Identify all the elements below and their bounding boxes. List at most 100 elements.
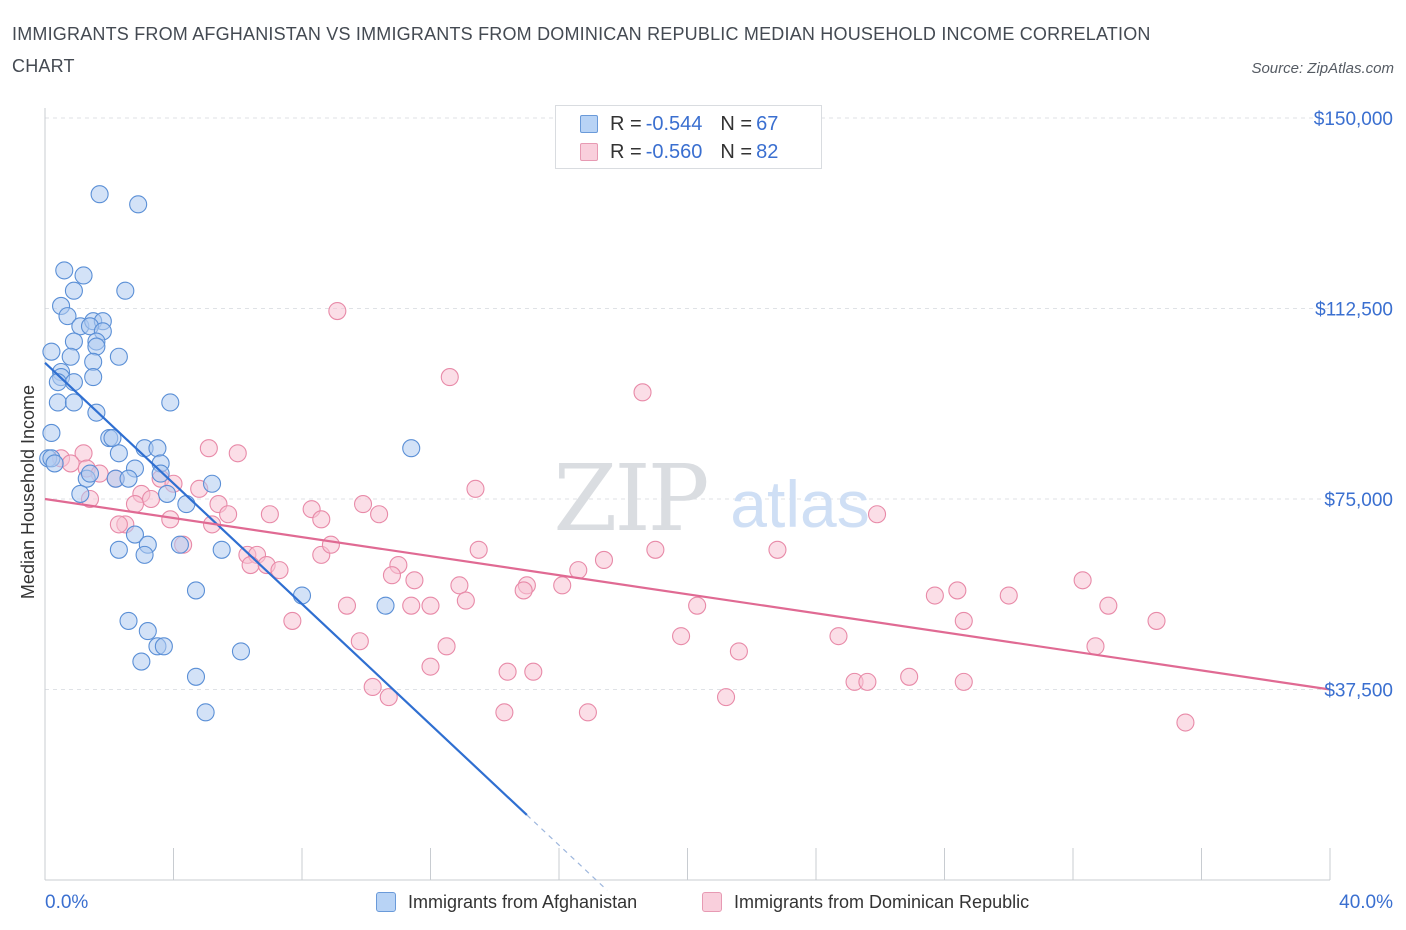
afghanistan-point [177,495,196,514]
dominican-point [241,555,260,575]
watermark-atlas: atlas [730,467,869,541]
afghanistan-point [58,307,77,326]
dominican-point [328,301,347,321]
dominican-point [437,637,456,656]
axes [44,108,1331,881]
dominican-point [312,510,331,529]
dominican-legend-swatch [702,892,722,912]
dominican-point [578,703,597,722]
watermark: ZIP atlas [553,445,869,552]
dominican-point [469,540,488,559]
dominican-point [350,632,369,651]
afghanistan-point [119,469,138,488]
y-tick-label: $37,500 [1324,681,1393,702]
dominican-point [688,596,707,615]
r-value: -0.560 [645,140,703,163]
data-points [39,185,1195,732]
dominican-trend-line [44,497,1331,691]
dominican-point [405,571,424,590]
afghanistan-legend-label: Immigrants from Afghanistan [408,891,638,912]
afghanistan-point [196,703,215,722]
x-tick-label-max: 40.0% [1339,892,1393,913]
afghanistan-point [203,474,222,493]
tick-labels: $37,500 $75,000 $112,500 $150,000 0.0% 40.0% [45,109,1393,913]
dominican-point [524,662,543,681]
afghanistan-point [64,281,83,300]
dominican-point [456,591,475,610]
afghanistan-trend-line [44,362,528,816]
afghanistan-point [84,368,103,387]
afghanistan-point [42,342,61,361]
afghanistan-point [231,642,251,661]
dominican-point [1073,571,1092,590]
dominican-point [829,627,848,646]
dominican-point [370,505,389,524]
afghanistan-point [119,611,138,630]
legend-item-dominican[interactable]: Immigrants from Dominican Republic [702,889,1029,915]
dominican-point [61,454,80,473]
r-label: R = [610,112,642,135]
dominican-point [421,657,440,676]
n-label: N = [720,112,753,135]
dominican-point [553,576,572,595]
dominican-point [646,540,665,559]
dominican-point [363,677,382,697]
afghanistan-point [103,428,122,448]
dominican-point [440,368,459,387]
dominican-point [495,703,514,722]
afghanistan-point [87,337,106,356]
dominican-point [594,550,614,570]
afghanistan-point [212,540,231,559]
afghanistan-point [148,439,167,458]
dominican-point [1099,596,1118,615]
afghanistan-point [109,540,128,559]
n-value: 67 [756,112,779,135]
afghanistan-point [61,347,80,366]
dominican-legend-label: Immigrants from Dominican Republic [734,891,1030,912]
dominican-point [421,596,440,615]
y-axis-label: Median Household Income [18,385,38,599]
dominican-point [109,515,128,534]
afghanistan-point [109,347,128,366]
afghanistan-point [402,439,421,458]
afghanistan-trend-extension [526,814,608,891]
dominican-point [260,505,279,524]
afghanistan-point [158,484,177,503]
afghanistan-point [161,393,180,412]
afghanistan-point [129,195,148,214]
afghanistan-point [116,281,135,300]
dominican-point [321,535,340,554]
dominican-point [498,662,517,681]
dominican-point [1086,637,1105,656]
watermark-zip: ZIP [553,445,706,552]
dominican-point [768,540,787,559]
stats-legend: R = -0.544 N = 67 R = -0.560 N = 82 [555,105,822,169]
dominican-point [867,505,887,524]
dominican-point [925,586,944,605]
r-label: R = [610,140,642,163]
legend-item-afghanistan[interactable]: Immigrants from Afghanistan [376,889,637,915]
dominican-point [402,596,421,615]
chart-title: IMMIGRANTS FROM AFGHANISTAN VS IMMIGRANT… [12,24,1151,76]
afghanistan-point [55,261,74,280]
dominican-point [716,688,736,707]
dominican-point [999,586,1018,605]
dominican-swatch [580,143,598,161]
dominican-point [199,439,218,458]
dominican-point [514,581,533,600]
afghanistan-point [125,525,144,544]
y-tick-label: $75,000 [1324,490,1393,511]
afghanistan-point [64,373,83,392]
trend-lines [44,362,1331,891]
dominican-point [466,479,485,498]
dominican-point [125,495,144,514]
source-credit: Source: ZipAtlas.com [1251,60,1394,77]
dominican-point [672,627,691,646]
dominican-point [270,561,289,580]
dominican-point [633,383,652,402]
dominican-point [1176,713,1195,732]
r-value: -0.544 [645,112,703,135]
x-tick-label-min: 0.0% [45,892,88,913]
afghanistan-point [170,535,189,554]
